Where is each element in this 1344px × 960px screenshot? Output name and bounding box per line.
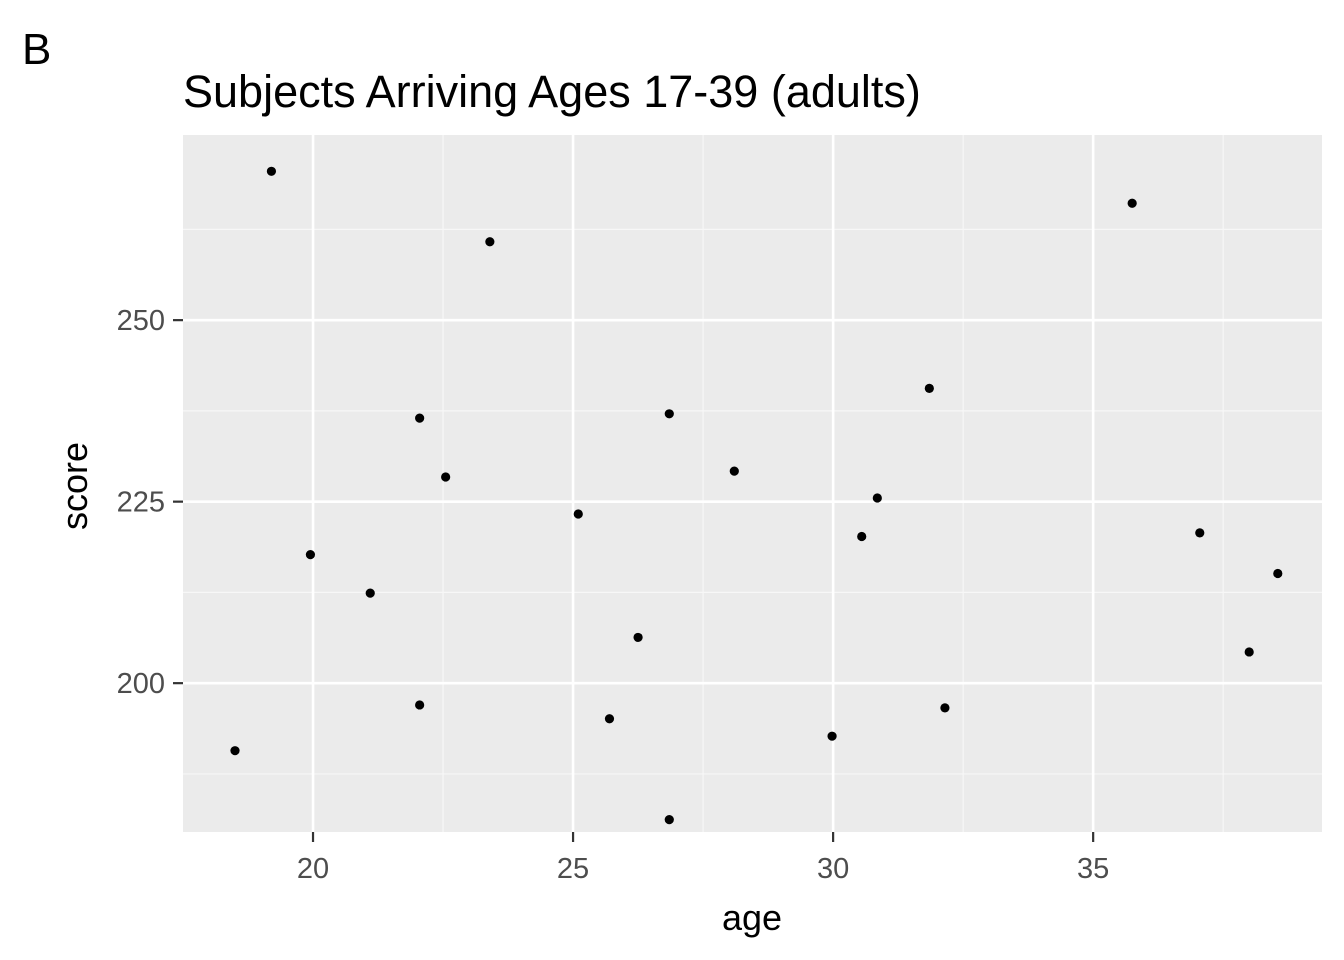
data-point bbox=[485, 237, 495, 247]
data-point bbox=[940, 703, 950, 713]
data-point bbox=[827, 731, 837, 741]
x-tick-label: 25 bbox=[557, 853, 589, 885]
plot-panel bbox=[183, 135, 1322, 832]
data-point bbox=[1244, 647, 1254, 657]
data-point bbox=[872, 493, 882, 503]
data-points bbox=[230, 166, 1283, 825]
x-tick-label: 20 bbox=[297, 853, 329, 885]
data-point bbox=[857, 531, 867, 542]
data-point bbox=[415, 700, 425, 710]
data-point bbox=[924, 383, 934, 393]
data-point bbox=[1273, 568, 1283, 579]
panel-tag: B bbox=[22, 25, 51, 74]
x-axis-title: age bbox=[722, 897, 782, 938]
data-point bbox=[266, 166, 277, 176]
data-point bbox=[365, 588, 375, 598]
chart-title: Subjects Arriving Ages 17-39 (adults) bbox=[183, 66, 921, 117]
data-point bbox=[305, 550, 316, 560]
data-point bbox=[664, 409, 674, 419]
data-point bbox=[230, 746, 240, 756]
data-point bbox=[633, 632, 643, 643]
y-axis-ticks: 200 225 250 bbox=[117, 305, 183, 700]
y-tick-label: 250 bbox=[117, 305, 165, 337]
x-tick-label: 35 bbox=[1077, 853, 1109, 885]
data-point bbox=[441, 472, 451, 482]
y-tick-label: 200 bbox=[117, 668, 165, 700]
data-point bbox=[415, 413, 425, 423]
data-point bbox=[604, 714, 615, 724]
y-axis-title: score bbox=[54, 442, 95, 530]
data-point bbox=[729, 466, 739, 476]
data-point bbox=[573, 509, 583, 519]
data-point bbox=[1127, 198, 1137, 208]
data-point bbox=[1195, 528, 1205, 538]
y-tick-label: 225 bbox=[117, 487, 165, 519]
data-point bbox=[664, 815, 674, 825]
major-gridlines bbox=[183, 135, 1322, 832]
x-tick-label: 30 bbox=[817, 853, 849, 885]
x-axis-ticks: 20 25 30 35 bbox=[297, 832, 1109, 885]
